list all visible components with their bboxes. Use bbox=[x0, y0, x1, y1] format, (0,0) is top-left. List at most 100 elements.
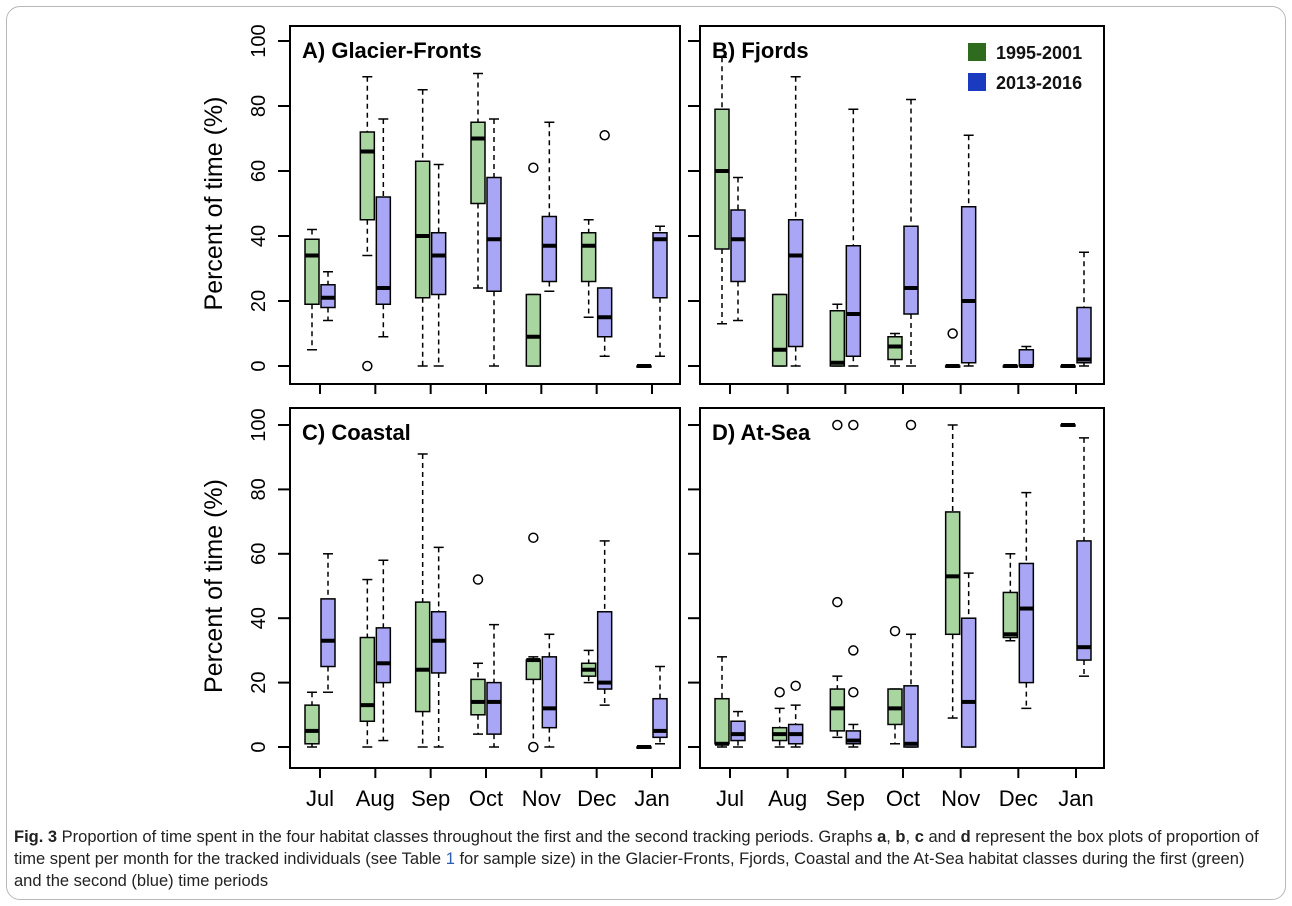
box-d-nov-s2 bbox=[960, 617, 977, 748]
caption-d: d bbox=[960, 828, 971, 846]
outlier-d-oct-s1-0 bbox=[889, 625, 901, 637]
y-tick-label-a-0: 0 bbox=[248, 360, 270, 371]
panel-title-a: A) Glacier-Fronts bbox=[302, 38, 482, 63]
y-tick-label-c-0: 0 bbox=[248, 741, 270, 752]
legend-label-1995-2001: 1995-2001 bbox=[996, 43, 1082, 63]
panel-b: B) Fjords bbox=[688, 25, 1105, 394]
box-a-oct-s1 bbox=[470, 121, 486, 205]
box-a-nov-s1 bbox=[525, 293, 542, 367]
outlier-d-sep-s2-2 bbox=[848, 419, 859, 431]
table-reference-link[interactable]: 1 bbox=[445, 850, 455, 868]
box-b-jul-s1 bbox=[714, 108, 730, 250]
outlier-b-nov-s1-0 bbox=[947, 328, 958, 339]
box-a-sep-s2 bbox=[430, 232, 447, 296]
box-b-sep-s2 bbox=[845, 245, 862, 357]
box-a-dec-s2 bbox=[596, 287, 613, 338]
outlier-d-sep-s1-0 bbox=[832, 596, 843, 608]
box-c-jul-s1 bbox=[304, 704, 320, 745]
box-c-nov-s1 bbox=[525, 659, 542, 681]
caption-text-1: Proportion of time spent in the four hab… bbox=[57, 828, 878, 846]
box-d-dec-s1 bbox=[1002, 591, 1019, 639]
x-tick-label-d-jan: Jan bbox=[1058, 786, 1093, 811]
outlier-d-aug-s2-0 bbox=[790, 680, 801, 692]
legend-swatch-blue bbox=[968, 73, 986, 91]
outlier-d-sep-s2-0 bbox=[848, 687, 859, 698]
legend: 1995-2001 2013-2016 bbox=[968, 43, 1082, 93]
box-a-nov-s2 bbox=[541, 215, 558, 283]
x-tick-label-c-aug: Aug bbox=[356, 786, 395, 811]
box-a-jul-s1 bbox=[304, 238, 320, 305]
box-a-aug-s1 bbox=[359, 131, 376, 221]
panel-c: C) Coastal 0 20 40 60 80 100 Percent of time (%… bbox=[200, 407, 681, 811]
box-b-aug-s1 bbox=[771, 293, 788, 367]
x-tick-label-d-oct: Oct bbox=[886, 786, 920, 811]
outlier-d-oct-s2-0 bbox=[905, 419, 917, 431]
box-c-jul-s2 bbox=[320, 598, 336, 668]
outlier-a-aug-s1-0 bbox=[362, 360, 373, 372]
box-b-aug-s2 bbox=[787, 219, 804, 348]
box-b-jan-s2 bbox=[1076, 306, 1092, 364]
outlier-c-oct-s1-0 bbox=[472, 574, 484, 585]
panel-a: A) Glacier-Fronts 0 20 40 60 80 100 Percent of … bbox=[200, 24, 681, 394]
panel-title-c: C) Coastal bbox=[302, 420, 411, 445]
y-tick-label-c-100: 100 bbox=[248, 408, 270, 441]
box-c-nov-s2 bbox=[541, 656, 558, 729]
panel-title-d: D) At-Sea bbox=[712, 420, 811, 445]
caption-c: c bbox=[914, 828, 924, 846]
caption-sep-1: , bbox=[886, 828, 896, 846]
box-d-jul-s2 bbox=[730, 720, 746, 742]
box-b-oct-s2 bbox=[903, 225, 919, 315]
box-a-sep-s1 bbox=[414, 160, 431, 299]
caption-and: and bbox=[923, 828, 961, 846]
y-tick-label-c-80: 80 bbox=[248, 478, 270, 500]
caption-sep-2: , bbox=[905, 828, 915, 846]
box-a-aug-s2 bbox=[375, 196, 392, 305]
caption-a: a bbox=[877, 828, 887, 846]
box-c-dec-s2 bbox=[596, 611, 613, 690]
box-plot-figure: A) Glacier-Fronts 0 20 40 60 80 100 Percent of … bbox=[200, 24, 1105, 811]
x-tick-label-c-jan: Jan bbox=[634, 786, 669, 811]
box-d-nov-s1 bbox=[944, 511, 961, 636]
outlier-c-nov-s1-1 bbox=[528, 741, 539, 753]
panel-d: D) At-Sea Jul Aug Sep Oct Nov Dec Jan bbox=[688, 407, 1105, 811]
box-a-dec-s1 bbox=[580, 232, 597, 283]
caption-b: b bbox=[895, 828, 906, 846]
box-a-jan-s2 bbox=[652, 232, 668, 299]
legend-swatch-green bbox=[968, 43, 986, 61]
x-tick-label-d-dec: Dec bbox=[999, 786, 1038, 811]
legend-label-2013-2016: 2013-2016 bbox=[996, 73, 1082, 93]
x-tick-label-d-jul: Jul bbox=[716, 786, 744, 811]
x-tick-label-c-sep: Sep bbox=[411, 786, 450, 811]
outlier-a-nov-s1-0 bbox=[528, 162, 539, 173]
outlier-d-sep-s1-1 bbox=[832, 419, 843, 431]
y-tick-label-c-40: 40 bbox=[248, 607, 270, 629]
y-axis-label-a: Percent of time (%) bbox=[200, 97, 228, 311]
figure-frame bbox=[6, 6, 1286, 900]
box-d-jul-s1 bbox=[714, 697, 730, 745]
box-b-nov-s2 bbox=[960, 206, 977, 364]
box-c-oct-s1 bbox=[470, 678, 486, 716]
outlier-d-sep-s2-1 bbox=[848, 645, 859, 656]
panel-frame-a bbox=[289, 25, 681, 385]
caption-text-2: represent the box plots of proportion of… bbox=[14, 828, 1259, 868]
x-tick-label-c-nov: Nov bbox=[522, 786, 561, 811]
box-d-dec-s2 bbox=[1018, 562, 1035, 684]
caption-label: Fig. 3 bbox=[14, 828, 58, 846]
outlier-a-dec-s2-0 bbox=[599, 130, 610, 141]
y-tick-label-c-60: 60 bbox=[248, 543, 270, 565]
x-tick-label-c-jul: Jul bbox=[306, 786, 334, 811]
outlier-d-aug-s1-0 bbox=[774, 687, 785, 698]
box-c-aug-s1 bbox=[359, 636, 376, 722]
x-tick-label-c-oct: Oct bbox=[469, 786, 503, 811]
box-c-jan-s2 bbox=[652, 697, 668, 739]
box-c-oct-s2 bbox=[486, 681, 502, 735]
y-tick-label-a-20: 20 bbox=[248, 290, 270, 312]
box-b-dec-s2 bbox=[1018, 349, 1035, 367]
box-b-sep-s1 bbox=[829, 310, 846, 367]
x-tick-label-d-sep: Sep bbox=[826, 786, 865, 811]
y-tick-label-a-60: 60 bbox=[248, 160, 270, 182]
box-a-oct-s2 bbox=[486, 176, 502, 292]
box-b-jul-s2 bbox=[730, 209, 746, 283]
box-d-oct-s2 bbox=[903, 685, 919, 748]
box-d-jan-s2 bbox=[1076, 540, 1092, 661]
